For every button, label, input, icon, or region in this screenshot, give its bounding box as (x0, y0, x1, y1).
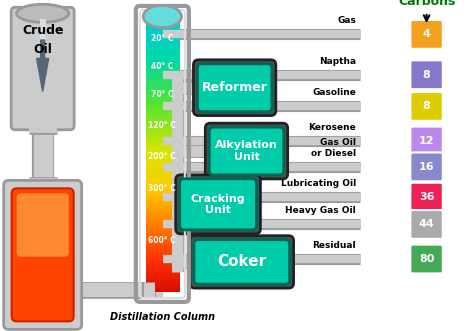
FancyBboxPatch shape (410, 60, 443, 89)
Text: 16: 16 (419, 162, 434, 172)
Text: Kerosene: Kerosene (309, 123, 356, 132)
Text: 36: 36 (419, 192, 434, 202)
FancyBboxPatch shape (17, 193, 69, 257)
Text: 40° C: 40° C (151, 62, 173, 71)
FancyBboxPatch shape (410, 20, 443, 49)
Text: 12: 12 (419, 136, 434, 146)
FancyBboxPatch shape (410, 153, 443, 181)
Text: 300° C: 300° C (148, 184, 176, 193)
FancyBboxPatch shape (4, 180, 82, 329)
Bar (40, 19, 46, 80)
FancyBboxPatch shape (198, 64, 272, 112)
Text: 200° C: 200° C (148, 152, 176, 161)
Text: Gasoline: Gasoline (312, 88, 356, 97)
Ellipse shape (17, 4, 69, 22)
FancyBboxPatch shape (410, 126, 443, 155)
Text: Residual: Residual (313, 241, 356, 250)
FancyBboxPatch shape (190, 236, 293, 288)
FancyBboxPatch shape (180, 179, 256, 230)
Text: 70° C: 70° C (151, 90, 173, 99)
FancyBboxPatch shape (410, 92, 443, 121)
FancyBboxPatch shape (410, 245, 443, 273)
Text: 120° C: 120° C (148, 120, 176, 130)
Text: 8: 8 (423, 70, 430, 80)
Text: 4: 4 (423, 29, 430, 39)
FancyBboxPatch shape (193, 60, 276, 116)
Text: 20° C: 20° C (151, 34, 173, 43)
Text: 44: 44 (419, 219, 435, 229)
Text: 80: 80 (419, 254, 434, 264)
Text: Crude: Crude (22, 24, 64, 37)
Text: Lubricating Oil: Lubricating Oil (281, 179, 356, 188)
FancyBboxPatch shape (176, 175, 260, 234)
Text: Distillation Column: Distillation Column (110, 312, 215, 322)
Text: 8: 8 (423, 101, 430, 112)
FancyBboxPatch shape (205, 123, 288, 179)
Text: Carbons: Carbons (398, 0, 456, 8)
Text: Coker: Coker (217, 255, 266, 269)
Text: Cracking
Unit: Cracking Unit (191, 194, 246, 215)
Polygon shape (36, 40, 49, 91)
Text: Gas Oil
or Diesel: Gas Oil or Diesel (311, 138, 356, 158)
Ellipse shape (143, 6, 182, 27)
Text: Heavy Gas Oil: Heavy Gas Oil (285, 207, 356, 215)
Text: Naptha: Naptha (319, 57, 356, 66)
Text: Alkylation
Unit: Alkylation Unit (215, 140, 278, 162)
FancyBboxPatch shape (210, 127, 283, 175)
Text: 600° C: 600° C (148, 236, 176, 245)
FancyBboxPatch shape (11, 7, 74, 130)
Text: Gas: Gas (337, 17, 356, 25)
Text: Reformer: Reformer (202, 81, 267, 94)
FancyBboxPatch shape (410, 210, 443, 239)
Text: Oil: Oil (33, 43, 52, 56)
FancyBboxPatch shape (194, 240, 290, 284)
FancyBboxPatch shape (12, 188, 73, 321)
FancyBboxPatch shape (410, 183, 443, 212)
